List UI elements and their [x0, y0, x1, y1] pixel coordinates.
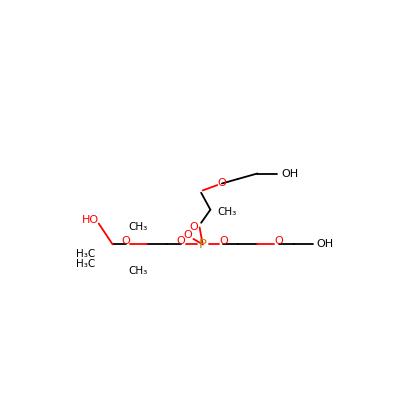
Text: P: P	[199, 238, 207, 251]
Text: H₃C: H₃C	[76, 248, 96, 258]
Text: O: O	[121, 236, 130, 246]
Text: O: O	[218, 178, 226, 188]
Text: HO: HO	[82, 215, 99, 225]
Text: O: O	[190, 222, 198, 232]
Text: OH: OH	[281, 168, 298, 178]
Text: O: O	[274, 236, 283, 246]
Text: O: O	[219, 236, 228, 246]
Text: CH₃: CH₃	[128, 222, 147, 232]
Text: CH₃: CH₃	[218, 207, 237, 217]
Text: H₃C: H₃C	[76, 259, 96, 269]
Text: OH: OH	[316, 239, 334, 249]
Text: CH₃: CH₃	[128, 266, 147, 276]
Text: O: O	[177, 236, 186, 246]
Text: O: O	[184, 230, 192, 240]
